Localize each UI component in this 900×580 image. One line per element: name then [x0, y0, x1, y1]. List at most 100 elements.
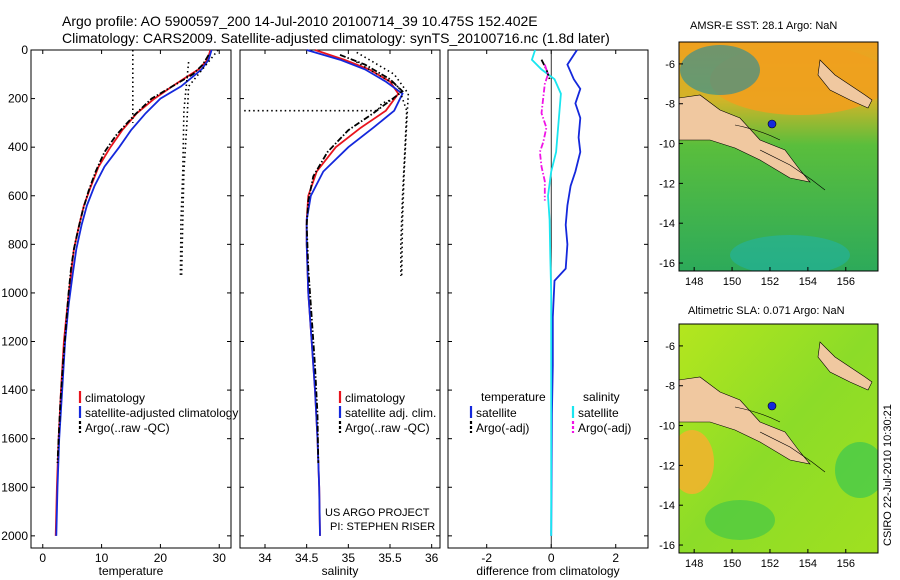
temperature-panel: 0 10 20 30 0 200 400 600 800 1000 1200 1400 1600 1800…	[1, 43, 238, 578]
sla-map-xtick-label: 148	[685, 558, 703, 570]
temperature-xtick-label: 30	[213, 551, 227, 565]
difference-series-salinity-argo-adj-	[538, 64, 549, 201]
depth-tick-label: 200	[8, 92, 28, 106]
depth-tick-label: 1000	[1, 286, 28, 300]
sst-argo-marker	[767, 119, 777, 129]
sla-map-frame	[678, 323, 879, 554]
depth-tick-label: 0	[21, 43, 28, 57]
salinity-legend-argo: Argo(..raw -QC)	[345, 421, 430, 435]
sst-map: 148 150 152 154 156 -6 -8 -10 -12 -14 -16	[659, 41, 879, 288]
sst-map-ytick-label: -6	[665, 59, 675, 71]
temperature-series-stdev-2	[179, 62, 190, 276]
salinity-xtick-label: 35.5	[378, 551, 402, 565]
difference-legend-salinity-heading: salinity	[583, 390, 620, 404]
sst-cool-patch	[680, 45, 760, 95]
salinity-series-stdev-1	[352, 59, 408, 276]
sla-map-ticks: 148 150 152 154 156 -6 -8 -10 -12 -14 -16	[659, 341, 855, 570]
sst-map-ytick-label: -14	[659, 218, 675, 230]
sst-map-xtick-label: 150	[723, 276, 741, 288]
salinity-series-stdev-2	[356, 51, 410, 276]
difference-legend-salinity-argo: Argo(-adj)	[578, 421, 631, 435]
sla-map: 148 150 152 154 156 -6 -8 -10 -12 -14 -16	[659, 323, 879, 570]
sla-map-ytick-label: -10	[659, 421, 675, 433]
salinity-xtick-label: 34.5	[295, 551, 319, 565]
credit-line1: US ARGO PROJECT	[325, 507, 430, 519]
difference-xtick-label: 0	[548, 551, 555, 565]
temperature-series-stdev-3	[180, 49, 219, 276]
depth-tick-label: 1600	[1, 432, 28, 446]
sst-map-title: AMSR-E SST: 28.1 Argo: NaN	[690, 20, 838, 32]
sla-map-xtick-label: 150	[723, 558, 741, 570]
difference-series-temperature-argo-adj-	[540, 59, 551, 80]
sla-low-patch-2	[705, 500, 775, 540]
salinity-frame	[239, 49, 441, 549]
sst-map-ytick-label: -12	[659, 178, 675, 190]
salinity-series-satellite-adj-clim-	[305, 49, 404, 536]
figure-title-line2: Climatology: CARS2009. Satellite-adjuste…	[62, 30, 610, 46]
sla-map-ytick-label: -16	[659, 540, 675, 552]
sla-map-xtick-label: 152	[761, 558, 779, 570]
sla-map-title: Altimetric SLA: 0.071 Argo: NaN	[688, 305, 845, 317]
timestamp-stamp: CSIRO 22-Jul-2010 10:30:21	[882, 404, 894, 546]
difference-legend-temperature-argo: Argo(-adj)	[476, 421, 529, 435]
temperature-legend-climatology: climatology	[85, 391, 145, 405]
depth-tick-label: 1400	[1, 383, 28, 397]
difference-series-temperature-satellite	[550, 49, 582, 536]
difference-xlabel: difference from climatology	[476, 564, 619, 578]
sst-map-xtick-label: 154	[799, 276, 817, 288]
sst-map-ticks: 148 150 152 154 156 -6 -8 -10 -12 -14 -16	[659, 59, 855, 288]
temperature-xlabel: temperature	[99, 564, 164, 578]
credit-line2: PI: STEPHEN RISER	[330, 521, 435, 533]
salinity-xtick-label: 34	[258, 551, 272, 565]
sst-map-xtick-label: 152	[761, 276, 779, 288]
salinity-xtick-label: 36	[425, 551, 439, 565]
temperature-xtick-label: 10	[95, 551, 109, 565]
difference-frame	[447, 49, 649, 549]
salinity-legend-satellite: satellite adj. clim.	[345, 406, 436, 420]
sst-map-ytick-label: -16	[659, 258, 675, 270]
sla-low-patch	[835, 442, 878, 498]
sla-map-ytick-label: -8	[665, 381, 675, 393]
difference-xtick-label: 2	[612, 551, 619, 565]
sst-map-ytick-label: -8	[665, 99, 675, 111]
difference-legend-salinity-satellite: satellite	[578, 406, 619, 420]
salinity-legend-climatology: climatology	[345, 391, 405, 405]
sst-map-xtick-label: 148	[685, 276, 703, 288]
difference-xtick-label: -2	[481, 551, 492, 565]
salinity-xtick-label: 35	[342, 551, 356, 565]
sla-coastline	[734, 406, 826, 473]
salinity-xlabel: salinity	[322, 564, 359, 578]
sla-land-newbritain	[817, 341, 873, 391]
sst-map-xtick-label: 156	[837, 276, 855, 288]
sla-argo-marker	[767, 401, 777, 411]
temperature-xtick-label: 0	[39, 551, 46, 565]
salinity-panel: 34 34.5 35 35.5 36 salinity climatologysatelli…	[239, 49, 441, 578]
temperature-series-argo-raw-qc-	[56, 54, 210, 464]
temperature-legend-argo: Argo(..raw -QC)	[85, 421, 170, 435]
sla-high-patch	[679, 430, 714, 494]
salinity-series-argo-raw-qc-	[305, 54, 404, 464]
sst-coastline	[734, 124, 826, 191]
depth-tick-label: 600	[8, 189, 28, 203]
sst-land-newbritain	[817, 59, 873, 109]
figure-title-line1: Argo profile: AO 5900597_200 14-Jul-2010…	[62, 13, 538, 29]
sst-land-newguinea	[679, 94, 811, 183]
depth-tick-label: 1800	[1, 480, 28, 494]
sst-map-ytick-label: -10	[659, 139, 675, 151]
depth-tick-label: 400	[8, 140, 28, 154]
sla-land-newguinea	[679, 376, 811, 465]
sla-map-ytick-label: -12	[659, 460, 675, 472]
sla-map-ytick-label: -14	[659, 500, 675, 512]
depth-tick-label: 2000	[1, 529, 28, 543]
sst-cyan-patch	[730, 235, 850, 271]
temperature-xtick-label: 20	[154, 551, 168, 565]
sst-map-frame	[678, 41, 879, 272]
sla-map-xtick-label: 156	[837, 558, 855, 570]
temperature-frame	[30, 49, 232, 549]
depth-tick-label: 800	[8, 237, 28, 251]
difference-legend-temperature-satellite: satellite	[476, 406, 517, 420]
temperature-legend-satellite: satellite-adjusted climatology	[85, 406, 238, 420]
difference-legend-temperature-heading: temperature	[481, 390, 546, 404]
